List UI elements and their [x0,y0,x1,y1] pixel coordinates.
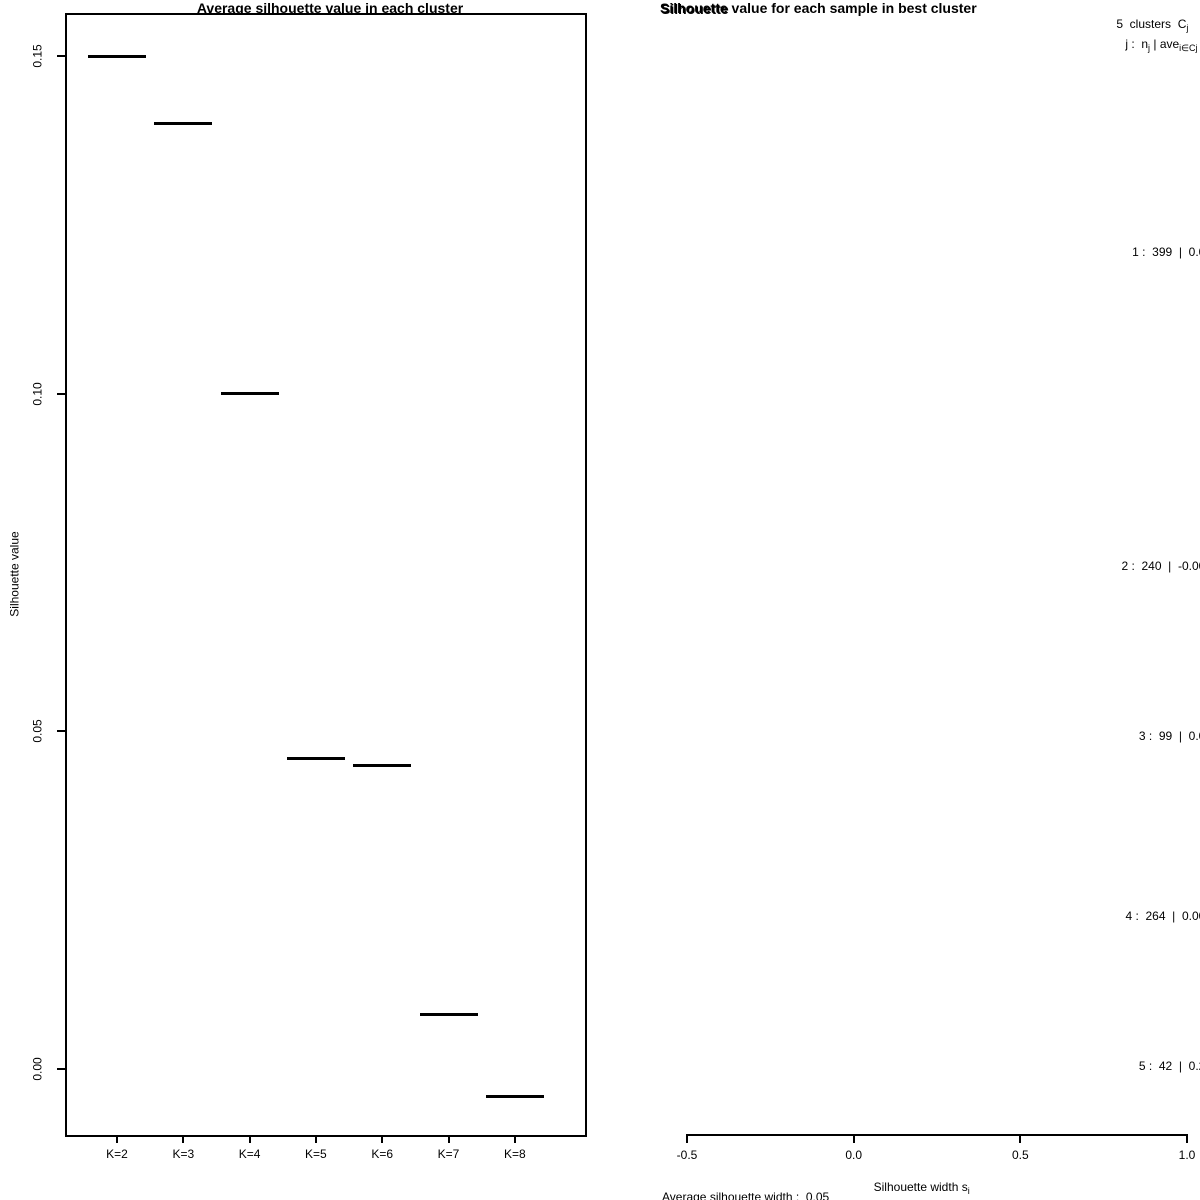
x-axis-tick-mark [447,1135,450,1143]
cluster-row-label: 4 : 264 | 0.002 [1125,909,1200,923]
header-line2-part: j : n [1125,37,1149,51]
header-line2-subscript: j [1148,43,1151,53]
left-chart-ylabel: Silhouette value [7,531,22,617]
avg-silhouette-segment [419,1013,478,1017]
left-chart-title: Average silhouette value in each cluster [196,0,464,16]
y-axis-tick-label: 0.15 [30,44,45,68]
avg-silhouette-segment [220,392,279,396]
x-axis-tick-mark [116,1135,118,1143]
header-line2-part: | ave [1150,37,1180,51]
y-axis-tick-label: 0.00 [30,1057,45,1081]
x-axis-tick-mark [381,1135,384,1143]
right-chart-title-overprint: Silhouette [661,1,729,17]
x-axis-tick-mark [314,1135,317,1143]
x-axis-tick-mark [686,1134,688,1143]
avg-silhouette-segment [88,54,146,58]
avg-silhouette-segment [353,763,412,767]
cluster-row-label: 5 : 42 | 0.27 [1138,1059,1200,1073]
x-axis-tick-mark [1019,1134,1022,1143]
x-axis-tick-label: K=7 [437,1147,460,1161]
left-plot-box [65,13,587,1137]
right-chart-title: Silhouette value for each sample in best… [660,0,977,16]
x-axis-tick-label: K=6 [371,1147,394,1161]
x-axis-tick-label: K=4 [238,1147,261,1161]
cluster-row-label: 1 : 399 | 0.08 [1132,245,1200,259]
avg-silhouette-segment [286,756,345,760]
cluster-row-label: 2 : 240 | -0.005 [1121,559,1200,573]
xlabel-text: Silhouette width s [873,1180,968,1194]
average-width-footer: Average silhouette width : 0.05 [662,1190,830,1200]
x-axis-tick-mark [1186,1134,1188,1143]
x-axis-tick-label: K=8 [503,1147,526,1161]
cluster-header-line2: j : nj | avei∈Cj si [1112,25,1200,68]
header-line1-subscript: j [1186,23,1189,33]
x-axis-tick-mark [852,1134,855,1143]
y-axis-tick-mark [57,392,65,395]
x-axis-tick-label: 0.0 [845,1148,862,1162]
y-axis-tick-mark [57,730,65,733]
xlabel-subscript: i [967,1186,970,1196]
x-axis-tick-label: 0.5 [1011,1148,1029,1162]
header-line1-text: 5 clusters C [1116,17,1187,31]
y-axis-tick-label: 0.10 [30,381,45,406]
avg-silhouette-segment [485,1094,544,1098]
x-axis-tick-label: -0.5 [676,1148,698,1162]
right-chart-xlabel: Silhouette width si [860,1168,970,1200]
x-axis-tick-label: K=3 [172,1147,195,1161]
silhouette-x-axis-line [687,1134,1187,1136]
header-line2-subscript: i∈Cj [1179,43,1198,53]
cluster-row-label: 3 : 99 | 0.05 [1138,729,1200,743]
x-axis-tick-mark [182,1135,185,1143]
x-axis-tick-mark [513,1135,516,1143]
y-axis-tick-label: 0.05 [30,719,45,744]
x-axis-tick-label: K=2 [106,1147,128,1161]
x-axis-tick-label: K=5 [305,1147,327,1161]
cluster-header-line1: 5 clusters Cj [1103,5,1188,48]
y-axis-tick-mark [57,1068,65,1070]
y-axis-tick-mark [57,55,65,57]
x-axis-tick-label: 1.0 [1178,1148,1196,1162]
x-axis-tick-mark [248,1135,251,1143]
avg-silhouette-segment [154,122,213,126]
